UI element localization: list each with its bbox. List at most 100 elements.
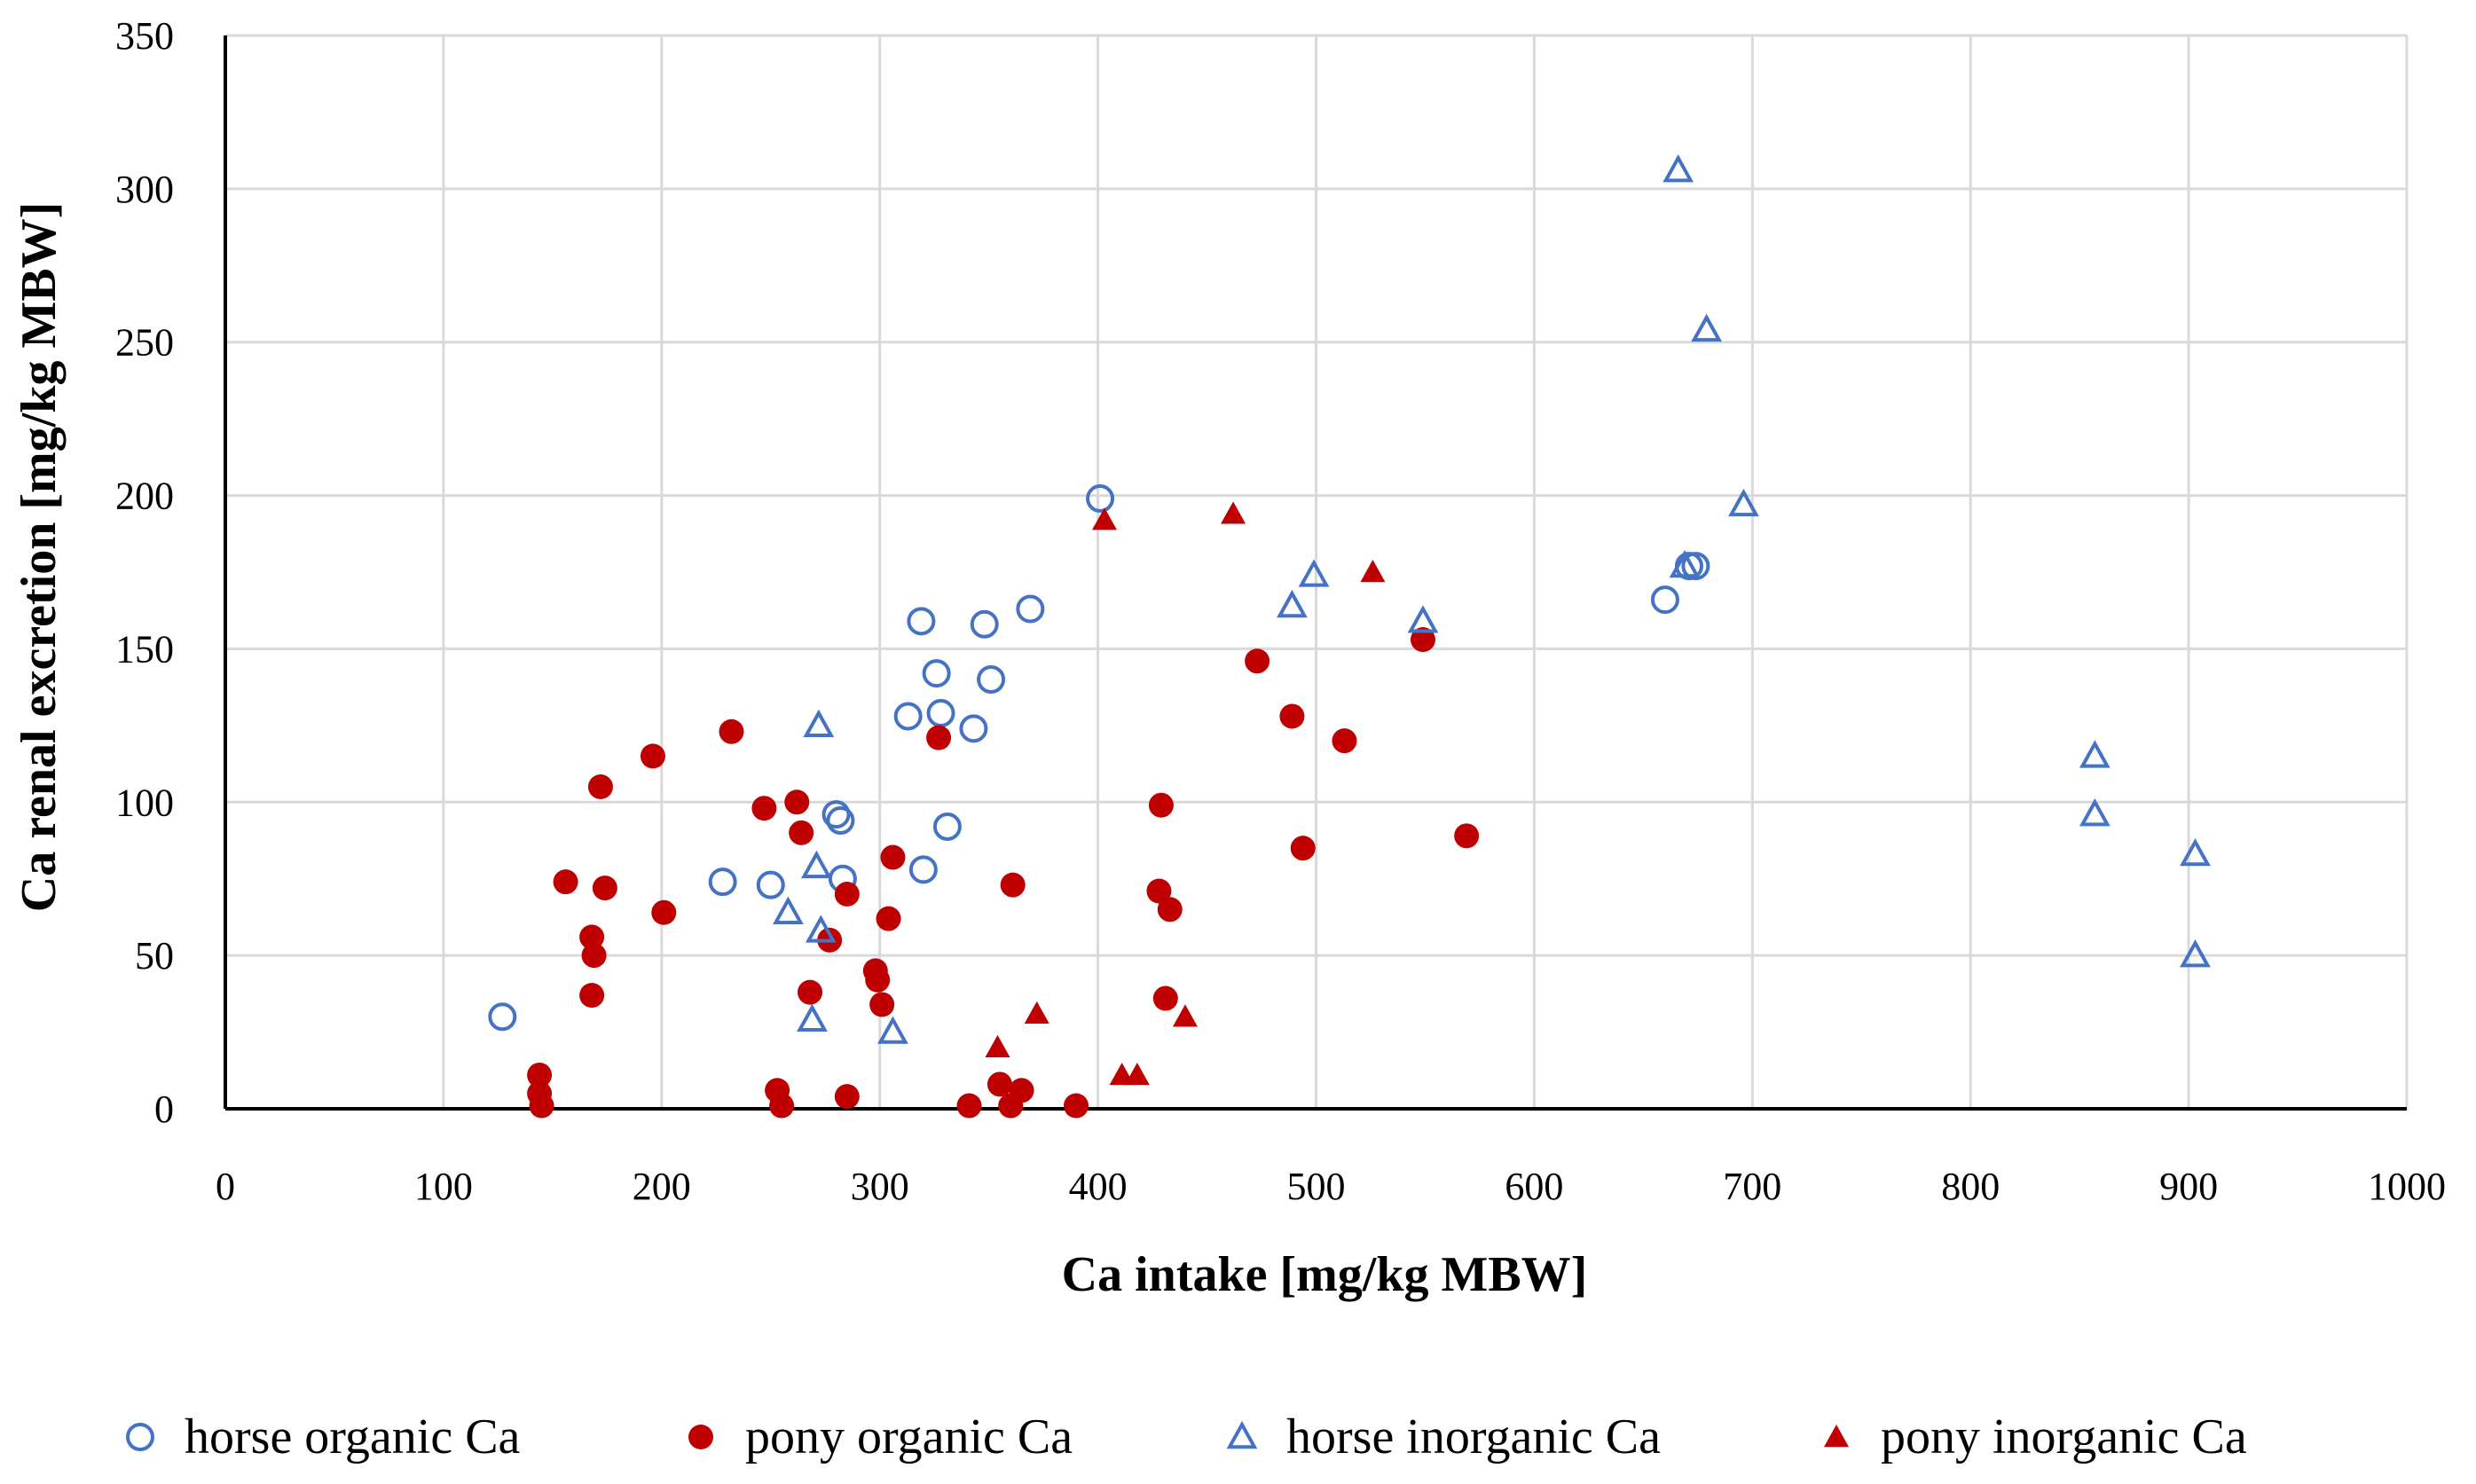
point-pony-organic-ca: [719, 718, 744, 744]
point-pony-organic-ca: [587, 774, 613, 799]
data-points: [488, 153, 2211, 1119]
point-pony-organic-ca: [529, 1093, 554, 1119]
point-pony-inorganic-ca: [1124, 1062, 1150, 1086]
point-pony-organic-ca: [798, 979, 823, 1005]
series-horse-inorganic-ca: [773, 153, 2211, 1044]
y-tick-label: 150: [115, 627, 174, 671]
legend-label: pony inorganic Ca: [1881, 1409, 2247, 1464]
point-pony-organic-ca: [1064, 1093, 1089, 1119]
y-tick-label: 350: [115, 14, 174, 58]
x-tick-label: 0: [216, 1165, 235, 1208]
x-tick-label: 500: [1287, 1165, 1346, 1208]
x-tick-label: 200: [633, 1165, 691, 1208]
point-horse-organic-ca: [708, 868, 737, 897]
y-tick-labels: 0 50 100 150 200 250 300 350: [115, 14, 174, 1131]
point-pony-organic-ca: [865, 967, 891, 993]
x-axis-title: Ca intake [mg/kg MBW]: [1062, 1247, 1588, 1302]
point-pony-inorganic-ca: [1360, 560, 1386, 583]
point-horse-inorganic-ca: [877, 1016, 908, 1044]
point-pony-organic-ca: [834, 882, 860, 907]
legend: horse organic Ca pony organic Ca horse ino…: [126, 1409, 2247, 1464]
point-pony-organic-ca: [1279, 703, 1305, 729]
point-horse-inorganic-ca: [1662, 153, 1694, 183]
point-pony-organic-ca: [1152, 985, 1178, 1011]
legend-item-horse-organic-ca: horse organic Ca: [126, 1409, 521, 1464]
point-pony-organic-ca: [1290, 836, 1316, 861]
axes: [224, 35, 2407, 1111]
point-pony-organic-ca: [1332, 728, 1357, 754]
point-pony-organic-ca: [581, 943, 607, 969]
legend-label: horse inorganic Ca: [1286, 1409, 1661, 1464]
point-horse-organic-ca: [488, 1002, 517, 1032]
point-pony-inorganic-ca: [1221, 501, 1246, 524]
point-horse-inorganic-ca: [797, 1003, 828, 1032]
point-horse-organic-ca: [1681, 552, 1710, 581]
point-horse-organic-ca: [756, 870, 785, 899]
x-tick-label: 900: [2159, 1165, 2218, 1208]
x-tick-labels: 0 100 200 300 400 500 600 700 800 900 1000: [216, 1165, 2446, 1208]
gridlines: [225, 34, 2409, 1109]
legend-label: horse organic Ca: [185, 1409, 521, 1464]
point-pony-organic-ca: [869, 992, 895, 1017]
legend-item-pony-inorganic-ca: pony inorganic Ca: [1824, 1409, 2247, 1464]
y-tick-label: 200: [115, 475, 174, 518]
x-tick-label: 1000: [2368, 1165, 2446, 1208]
y-tick-label: 250: [115, 321, 174, 365]
point-horse-inorganic-ca: [1691, 313, 1723, 342]
point-horse-inorganic-ca: [2180, 837, 2211, 867]
point-horse-inorganic-ca: [1728, 488, 1759, 517]
point-horse-organic-ca: [1650, 585, 1679, 615]
legend-item-pony-organic-ca: pony organic Ca: [688, 1409, 1073, 1464]
point-pony-organic-ca: [1000, 872, 1026, 898]
point-pony-organic-ca: [592, 875, 617, 901]
point-horse-organic-ca: [1086, 484, 1115, 514]
point-pony-organic-ca: [579, 983, 605, 1009]
point-horse-inorganic-ca: [805, 915, 837, 943]
point-horse-organic-ca: [893, 702, 923, 731]
point-horse-inorganic-ca: [800, 850, 832, 879]
point-pony-inorganic-ca: [1024, 1001, 1049, 1025]
point-pony-inorganic-ca: [1091, 507, 1117, 530]
point-pony-organic-ca: [640, 743, 665, 769]
point-horse-organic-ca: [908, 855, 938, 884]
point-horse-organic-ca: [907, 607, 936, 636]
x-tick-label: 400: [1069, 1165, 1128, 1208]
point-pony-organic-ca: [1146, 878, 1172, 904]
point-pony-organic-ca: [956, 1093, 982, 1119]
point-pony-inorganic-ca: [985, 1034, 1010, 1058]
y-tick-label: 50: [135, 934, 174, 978]
x-tick-label: 100: [414, 1165, 473, 1208]
x-tick-label: 700: [1723, 1165, 1781, 1208]
point-pony-organic-ca: [789, 820, 814, 845]
point-horse-inorganic-ca: [1407, 605, 1439, 633]
x-tick-label: 300: [851, 1165, 909, 1208]
y-tick-label: 300: [115, 168, 174, 211]
point-pony-organic-ca: [1454, 823, 1480, 849]
x-tick-label: 800: [1941, 1165, 2000, 1208]
point-horse-inorganic-ca: [803, 709, 835, 738]
legend-marker-horse-inorganic-ca: [1226, 1420, 1258, 1449]
legend-label: pony organic Ca: [745, 1409, 1073, 1464]
point-pony-organic-ca: [553, 869, 578, 895]
point-pony-organic-ca: [834, 1084, 860, 1110]
point-pony-organic-ca: [880, 844, 906, 870]
point-horse-organic-ca: [932, 812, 962, 841]
point-pony-organic-ca: [986, 1072, 1012, 1097]
point-horse-inorganic-ca: [2180, 939, 2211, 968]
point-horse-inorganic-ca: [1669, 549, 1701, 578]
legend-item-horse-inorganic-ca: horse inorganic Ca: [1226, 1409, 1661, 1464]
point-pony-organic-ca: [527, 1062, 553, 1087]
point-horse-organic-ca: [821, 800, 851, 829]
point-horse-organic-ca: [926, 699, 955, 728]
point-horse-organic-ca: [922, 659, 951, 688]
point-pony-organic-ca: [651, 899, 677, 925]
x-tick-label: 600: [1505, 1165, 1563, 1208]
series-pony-inorganic-ca: [985, 501, 1386, 1086]
y-tick-label: 100: [115, 781, 174, 824]
point-horse-inorganic-ca: [1277, 589, 1308, 618]
point-pony-organic-ca: [1148, 792, 1174, 818]
point-horse-inorganic-ca: [1298, 559, 1330, 587]
point-horse-organic-ca: [977, 665, 1006, 694]
point-horse-inorganic-ca: [2079, 797, 2110, 827]
